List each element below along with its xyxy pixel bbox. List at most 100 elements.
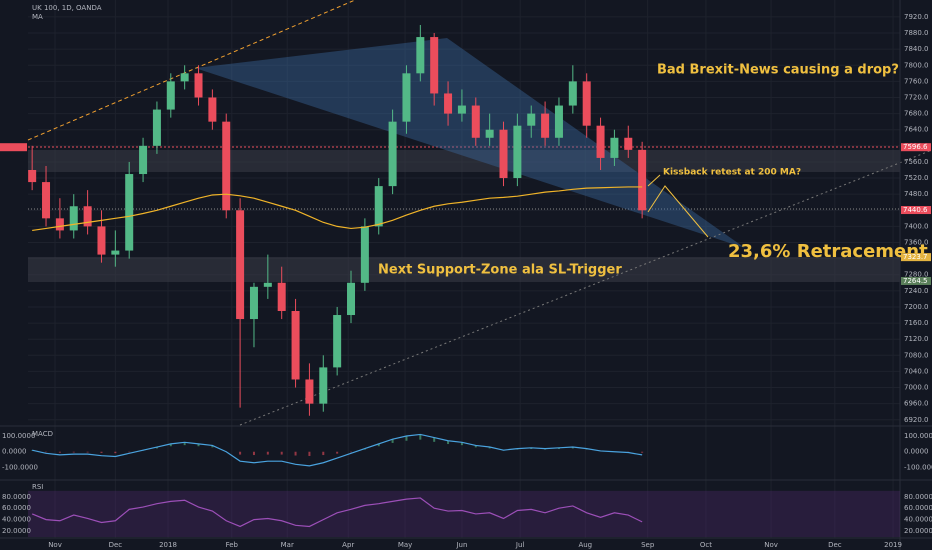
candle-body	[222, 121, 231, 211]
macd-tick-label: 100.0000	[904, 432, 932, 440]
macd-histogram	[488, 447, 491, 449]
macd-histogram	[308, 451, 311, 456]
price-tag-label: 7596.6	[903, 143, 928, 151]
y-tick-label: 7080.0	[904, 351, 929, 359]
candle-body	[291, 310, 300, 380]
candle-body	[638, 149, 647, 211]
y-tick-label: 7040.0	[904, 367, 929, 375]
macd-histogram	[280, 451, 283, 455]
x-tick-label: Aug	[578, 541, 592, 549]
rsi-tick-label: 80.0000	[2, 493, 31, 501]
macd-histogram	[183, 442, 186, 446]
y-tick-label: 7120.0	[904, 335, 929, 343]
rsi-line	[31, 497, 643, 528]
candle-body	[582, 81, 591, 126]
x-tick-label: 2018	[159, 541, 177, 549]
x-tick-label: Sep	[641, 541, 655, 549]
y-tick-label: 7360.0	[904, 239, 929, 247]
symbol-title: UK 100, 1D, OANDA	[32, 4, 102, 12]
y-tick-label: 7160.0	[904, 319, 929, 327]
projection-arrow	[647, 185, 709, 238]
candle-body	[610, 137, 619, 158]
triangle-pattern	[195, 38, 745, 248]
y-tick-label: 7000.0	[904, 384, 929, 392]
trend-line	[27, 0, 356, 141]
candle-body	[208, 97, 217, 122]
candle-body	[457, 105, 466, 114]
candle-body	[485, 129, 494, 138]
y-tick-label: 7920.0	[904, 13, 929, 21]
candle-body	[249, 286, 258, 320]
price-tag-label: 7440.6	[903, 206, 928, 214]
x-tick-label: Mar	[281, 541, 294, 549]
candle-body	[554, 105, 563, 138]
macd-histogram	[211, 445, 214, 448]
candle-body	[305, 379, 314, 404]
macd-tick-label: 100.0000	[2, 432, 35, 440]
macd-histogram	[447, 440, 450, 445]
candle-body	[180, 73, 189, 82]
macd-histogram	[433, 437, 436, 442]
macd-histogram	[155, 447, 158, 449]
macd-histogram	[419, 434, 422, 440]
candle-body	[319, 367, 328, 404]
macd-histogram	[239, 451, 242, 455]
y-tick-label: 7840.0	[904, 45, 929, 53]
indicator-label: RSI	[32, 483, 43, 491]
resistance-zone	[28, 150, 900, 172]
macd-histogram	[100, 451, 103, 453]
price-tag-label: 7264.5	[903, 277, 928, 285]
x-tick-label: Jul	[515, 541, 525, 549]
candle-body	[416, 37, 425, 74]
macd-tick-label: 0.0000	[904, 448, 929, 456]
candle-body	[374, 186, 383, 227]
rsi-tick-label: 40.0000	[904, 516, 932, 524]
y-tick-label: 6960.0	[904, 400, 929, 408]
indicator-label: MACD	[32, 430, 53, 438]
macd-histogram	[641, 451, 644, 453]
y-tick-label: 7680.0	[904, 110, 929, 118]
candle-body	[347, 282, 356, 316]
x-tick-label: May	[398, 541, 412, 549]
y-tick-label: 7720.0	[904, 93, 929, 101]
candle-body	[624, 137, 633, 150]
x-tick-label: Nov	[764, 541, 778, 549]
candle-body	[125, 174, 134, 251]
candle-body	[499, 129, 508, 179]
rsi-tick-label: 20.0000	[2, 527, 31, 535]
macd-histogram	[377, 443, 380, 447]
rsi-tick-label: 80.0000	[904, 493, 932, 501]
rsi-band	[28, 490, 900, 538]
macd-line	[32, 433, 643, 467]
candle-body	[513, 125, 522, 179]
y-tick-label: 7760.0	[904, 77, 929, 85]
macd-histogram	[405, 436, 408, 441]
macd-histogram	[322, 451, 325, 456]
y-tick-label: 7400.0	[904, 222, 929, 230]
candle-body	[152, 109, 161, 146]
macd-histogram	[460, 442, 463, 446]
candle-body	[541, 113, 550, 138]
y-tick-label: 7480.0	[904, 190, 929, 198]
y-tick-label: 7280.0	[904, 271, 929, 279]
candle-body	[263, 282, 272, 287]
macd-histogram	[474, 445, 477, 448]
candle-body	[194, 73, 203, 98]
candle-body	[55, 218, 64, 231]
x-tick-label: Oct	[700, 541, 712, 549]
candle-body	[360, 226, 369, 283]
candle-body	[430, 37, 439, 94]
macd-histogram	[294, 451, 297, 456]
y-tick-label: 7240.0	[904, 287, 929, 295]
price-tag	[0, 143, 27, 152]
candle-body	[471, 105, 480, 138]
x-tick-label: Dec	[109, 541, 123, 549]
annotation: 23,6% Retracement	[728, 241, 928, 262]
candle-body	[166, 81, 175, 110]
trend-line	[239, 149, 932, 426]
candle-body	[28, 170, 37, 183]
macd-histogram	[391, 439, 394, 443]
x-tick-label: Nov	[48, 541, 62, 549]
price-tag	[901, 253, 931, 262]
